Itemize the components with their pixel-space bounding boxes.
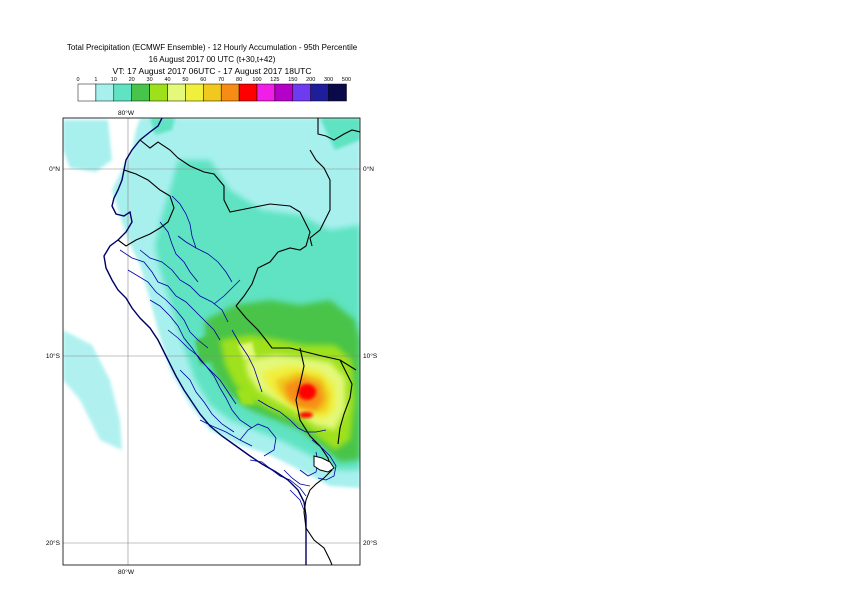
map-border	[62, 117, 361, 566]
lat-label-left-20s: 20°S	[46, 539, 61, 547]
legend-level-label-11: 125	[270, 77, 279, 83]
legend-level-label-2: 10	[111, 77, 117, 83]
lat-label-left-10s: 10°S	[46, 352, 61, 360]
legend-level-label-1: 1	[94, 77, 97, 83]
lake-titicaca	[313, 455, 335, 473]
legend-level-label-8: 70	[218, 77, 224, 83]
legend-level-label-0: 0	[76, 77, 79, 83]
legend-level-label-13: 200	[306, 77, 315, 83]
admin-boundaries	[119, 195, 337, 511]
lat-label-left-0: 0°N	[49, 165, 60, 173]
legend-level-label-14: 300	[324, 77, 333, 83]
legend-level-label-4: 30	[147, 77, 153, 83]
legend-level-label-12: 150	[288, 77, 297, 83]
lat-label-right-0: 0°N	[363, 165, 374, 173]
map-frame-content	[63, 118, 360, 565]
lon-label-top: 80°W	[118, 109, 135, 117]
base-time: 16 August 2017 00 UTC (t+30,t+42)	[148, 55, 276, 64]
lon-label-bottom: 80°W	[118, 568, 135, 576]
legend-level-label-6: 50	[182, 77, 188, 83]
legend-level-label-9: 80	[236, 77, 242, 83]
legend-level-label-7: 60	[200, 77, 206, 83]
lat-label-right-10s: 10°S	[363, 352, 378, 360]
legend-level-label-15: 500	[342, 77, 351, 83]
legend-level-label-5: 40	[164, 77, 170, 83]
valid-time: VT: 17 August 2017 06UTC - 17 August 201…	[112, 66, 312, 76]
country-borders	[117, 118, 360, 565]
legend-level-label-3: 20	[129, 77, 135, 83]
lat-label-right-20s: 20°S	[363, 539, 378, 547]
graticule	[63, 118, 360, 565]
legend-swatch-14	[328, 83, 347, 102]
legend-level-label-10: 100	[252, 77, 261, 83]
map-title: Total Precipitation (ECMWF Ensemble) - 1…	[66, 43, 358, 52]
color-legend: 0 1 10 20 30 40 50 60 70 80 100 125 150 200 300 500	[76, 77, 351, 102]
